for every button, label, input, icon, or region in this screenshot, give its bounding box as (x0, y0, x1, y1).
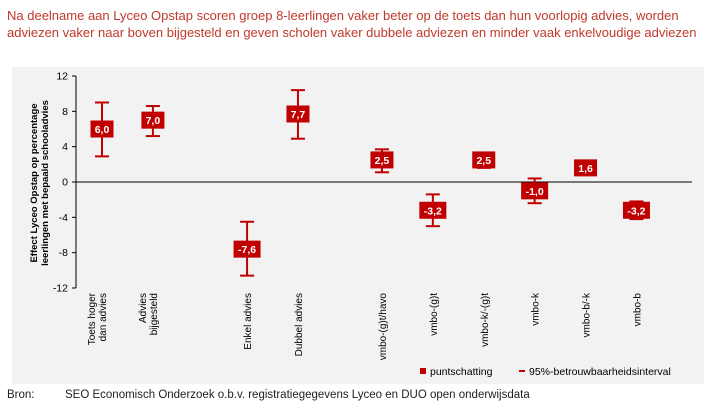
category-label-line: vmbo-b (632, 293, 643, 327)
data-label: -3,2 (424, 205, 442, 217)
category-label-line: dan advies (98, 293, 109, 341)
data-label: 1,6 (578, 163, 593, 175)
category-label-line: bijgesteld (149, 293, 160, 335)
y-tick-label: 4 (62, 141, 68, 153)
category-label-line: vmbo-b/-k (582, 292, 593, 337)
category-label-line: vmbo-k (531, 292, 542, 326)
category-label: vmbo-b/-k (582, 292, 593, 337)
data-label: 2,5 (476, 155, 491, 167)
chart-title: Na deelname aan Lyceo Opstap scoren groe… (7, 8, 697, 40)
y-tick-label: -12 (53, 283, 68, 295)
point-marker (472, 151, 496, 169)
point-marker (141, 111, 165, 129)
legend-square-symbol (420, 368, 426, 374)
y-tick-label: 12 (56, 71, 68, 83)
data-label: -1,0 (526, 186, 544, 198)
point-marker (419, 201, 447, 219)
legend-label-point: puntschatting (430, 366, 493, 378)
category-label: vmbo-(g)t (429, 293, 440, 336)
point-marker (90, 120, 114, 138)
point-marker (622, 201, 650, 219)
point-marker (574, 159, 598, 177)
y-axis-title: Effect Lyceo Opstap op percentageleerlin… (29, 100, 51, 266)
category-label-line: Dubbel advies (294, 293, 305, 356)
category-label-line: Advies (138, 293, 149, 323)
source-text: SEO Economisch Onderzoek o.b.v. registra… (65, 389, 530, 401)
plot-area (12, 67, 704, 384)
point-marker (233, 240, 261, 258)
y-tick-label: -8 (59, 247, 68, 259)
data-label: 7,7 (291, 109, 306, 121)
category-label: Dubbel advies (294, 293, 305, 356)
category-label-line: vmbo-k/-(g)t (480, 293, 491, 347)
category-label: Enkel advies (243, 293, 254, 350)
category-label: vmbo-k/-(g)t (480, 293, 491, 347)
category-label: vmbo-b (632, 293, 643, 327)
point-marker (286, 105, 310, 123)
category-label: vmbo-(g)t/havo (378, 293, 389, 361)
category-label-line: Toets hoger (87, 292, 98, 345)
source-note: Bron: SEO Economisch Onderzoek o.b.v. reg… (7, 389, 530, 401)
category-label: vmbo-k (531, 292, 542, 326)
data-label: 7,0 (146, 115, 161, 127)
source-label: Bron: (7, 389, 35, 401)
point-marker (521, 182, 549, 200)
y-tick-label: 8 (62, 106, 68, 118)
category-label-line: vmbo-(g)t/havo (378, 293, 389, 361)
y-axis-title-line: Effect Lyceo Opstap op percentage (29, 103, 40, 262)
legend-label-ci: 95%-betrouwbaarheidsinterval (529, 366, 671, 378)
point-marker (370, 151, 394, 169)
y-axis-title-line: leerlingen met bepaald schooladvies (40, 100, 51, 266)
category-label: Toets hogerdan advies (87, 292, 109, 345)
y-tick-label: 0 (62, 177, 68, 189)
category-label-line: vmbo-(g)t (429, 293, 440, 336)
chart: 12 8 4 0 -4 -8 -12 Effect Lyceo Opstap op perce… (29, 71, 692, 378)
y-tick-label: -4 (59, 212, 68, 224)
data-label: 6,0 (95, 124, 110, 136)
category-label: Adviesbijgesteld (138, 293, 160, 335)
data-label: -7,6 (238, 244, 256, 256)
data-label: 2,5 (375, 155, 390, 167)
data-label: -3,2 (627, 205, 645, 217)
category-label-line: Enkel advies (243, 293, 254, 350)
